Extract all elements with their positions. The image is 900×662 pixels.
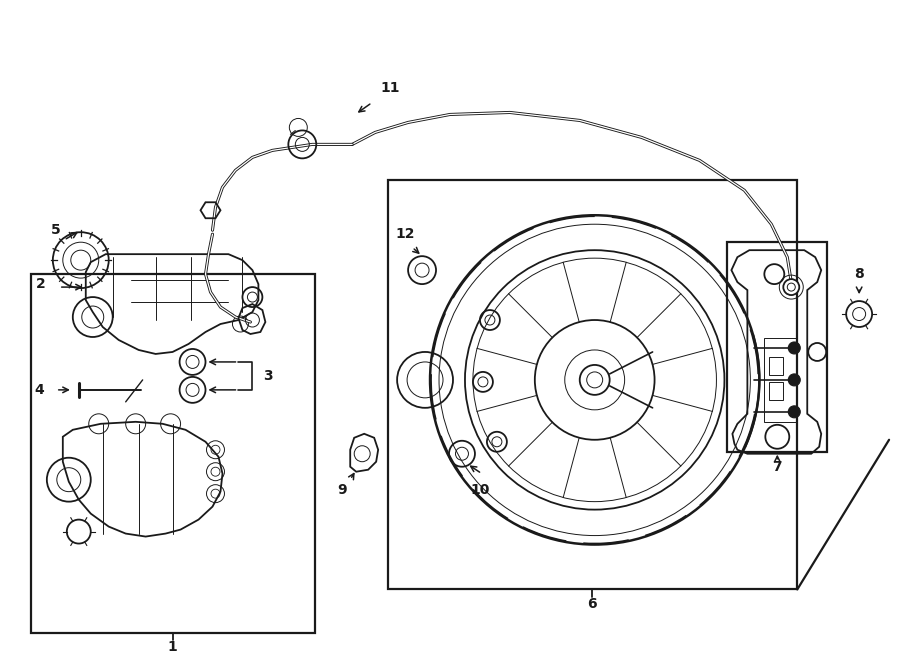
Text: 8: 8 xyxy=(854,267,864,281)
Circle shape xyxy=(788,374,800,386)
Bar xyxy=(31,274,315,634)
Bar xyxy=(770,357,783,375)
Text: 12: 12 xyxy=(395,227,415,241)
Circle shape xyxy=(783,279,799,295)
Text: 3: 3 xyxy=(264,369,274,383)
Bar xyxy=(727,242,827,451)
Text: 7: 7 xyxy=(772,459,782,474)
Text: 5: 5 xyxy=(51,223,60,237)
Circle shape xyxy=(788,342,800,354)
Bar xyxy=(770,382,783,400)
Bar xyxy=(764,338,796,422)
Bar xyxy=(388,180,797,589)
Text: 4: 4 xyxy=(34,383,44,397)
Text: 10: 10 xyxy=(470,483,490,496)
Text: 1: 1 xyxy=(167,640,177,654)
Text: 6: 6 xyxy=(587,597,597,612)
Text: 9: 9 xyxy=(338,483,347,496)
Circle shape xyxy=(788,406,800,418)
Text: 2: 2 xyxy=(36,277,46,291)
Text: 11: 11 xyxy=(381,81,400,95)
